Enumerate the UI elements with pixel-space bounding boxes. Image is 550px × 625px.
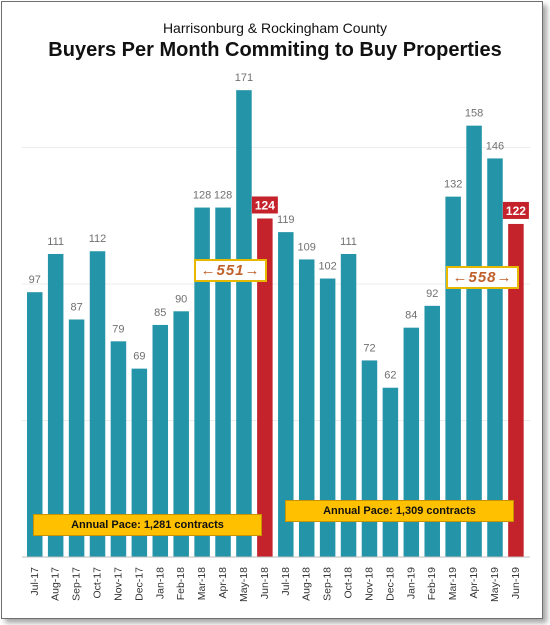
quarter-total-box: ←558→	[446, 266, 519, 289]
annual-pace-box: Annual Pace: 1,309 contracts	[285, 500, 514, 522]
bar	[466, 125, 482, 557]
bar	[215, 207, 231, 557]
bar	[47, 253, 64, 557]
data-label: 122	[506, 204, 526, 218]
x-tick-label: Feb-18	[175, 567, 187, 600]
data-label: 111	[47, 236, 64, 248]
bar	[319, 278, 336, 557]
data-label: 132	[444, 179, 462, 191]
data-label: 97	[29, 274, 41, 286]
bar	[27, 292, 43, 557]
x-tick-label: Oct-18	[343, 567, 355, 599]
data-label: 124	[255, 198, 275, 212]
bar	[340, 253, 357, 557]
data-label: 128	[193, 190, 211, 202]
bar	[257, 218, 273, 558]
bar	[403, 327, 420, 557]
bar	[110, 341, 127, 557]
bar	[194, 207, 210, 557]
data-label: 90	[175, 293, 187, 305]
x-tick-label: Mar-18	[196, 567, 208, 600]
bar	[487, 158, 503, 558]
bar	[508, 223, 524, 557]
x-tick-label: Nov-17	[112, 567, 124, 601]
data-label: 119	[277, 214, 295, 226]
quarter-total-box: ←551→	[194, 259, 267, 282]
bar	[236, 90, 252, 558]
data-label: 92	[426, 288, 438, 300]
x-tick-label: Nov-18	[363, 567, 375, 601]
data-label: 112	[89, 233, 107, 245]
bar	[68, 319, 85, 557]
x-tick-label: Jul-18	[280, 567, 292, 596]
x-tick-label: Mar-19	[447, 567, 459, 600]
data-label: 62	[384, 370, 396, 382]
data-label: 79	[112, 323, 124, 335]
x-tick-label: Aug-17	[50, 567, 62, 601]
bar	[278, 232, 294, 557]
annual-pace-box: Annual Pace: 1,281 contracts	[33, 514, 262, 536]
x-tick-label: May-18	[238, 567, 250, 602]
data-label: 85	[154, 307, 166, 319]
x-tick-label: Feb-19	[426, 567, 438, 600]
data-label: 171	[235, 72, 253, 84]
x-tick-label: Jan-19	[405, 567, 417, 599]
x-tick-label: Dec-17	[133, 567, 145, 601]
x-tick-label: Oct-17	[92, 567, 104, 599]
data-label: 158	[465, 108, 483, 120]
data-label: 84	[405, 310, 417, 322]
x-tick-label: Jun-18	[259, 567, 271, 599]
bar	[382, 387, 399, 557]
chart-subtitle: Harrisonburg & Rockingham County	[162, 20, 388, 36]
data-label: 87	[70, 301, 82, 313]
x-tick-label: Jun-19	[510, 567, 522, 599]
bar	[173, 311, 189, 557]
x-tick-label: Jul-17	[29, 567, 41, 596]
bar	[89, 251, 106, 558]
x-tick-label: Sep-18	[322, 567, 334, 601]
bar	[152, 324, 169, 557]
bar	[298, 259, 315, 557]
data-label: 102	[318, 261, 336, 273]
data-label: 146	[486, 140, 504, 152]
data-label-badge	[502, 201, 529, 219]
data-label: 128	[214, 190, 232, 202]
data-label: 72	[363, 342, 375, 354]
x-tick-label: Jan-18	[154, 567, 166, 599]
chart-title: Buyers Per Month Commiting to Buy Proper…	[48, 39, 502, 61]
data-label-badge	[251, 196, 278, 214]
x-tick-label: Sep-17	[71, 567, 83, 601]
x-tick-label: Aug-18	[301, 567, 313, 601]
data-label: 111	[340, 236, 357, 248]
x-tick-label: Apr-18	[217, 567, 229, 599]
x-tick-label: May-19	[489, 567, 501, 602]
bar	[131, 368, 148, 557]
data-label: 109	[298, 241, 316, 253]
x-tick-label: Apr-19	[468, 567, 480, 599]
x-tick-label: Dec-18	[384, 567, 396, 601]
data-label: 69	[133, 351, 145, 363]
bar	[361, 360, 378, 557]
bar	[424, 305, 440, 557]
